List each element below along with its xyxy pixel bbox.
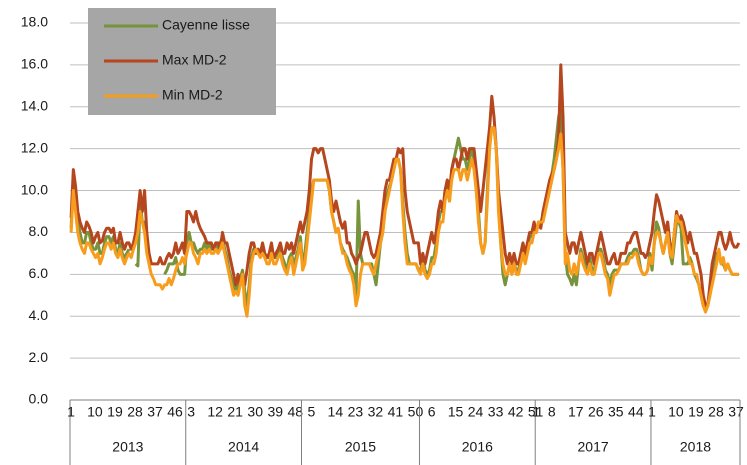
year-label: 2013 [112, 439, 143, 455]
x-tick-label: 1 [648, 404, 656, 420]
x-tick-label: 19 [688, 404, 704, 420]
year-label: 2018 [680, 439, 711, 455]
y-tick-label: 10.0 [21, 181, 48, 197]
x-tick-label: 51 [528, 404, 544, 420]
x-tick-label: 48 [287, 404, 303, 420]
x-tick-label: 15 [448, 404, 464, 420]
x-tick-label: 8 [548, 404, 556, 420]
x-tick-label: 14 [328, 404, 344, 420]
y-tick-label: 2.0 [29, 349, 49, 365]
year-label: 2015 [345, 439, 376, 455]
x-tick-label: 41 [388, 404, 404, 420]
x-tick-label: 10 [668, 404, 684, 420]
x-tick-label: 10 [87, 404, 103, 420]
x-tick-label: 32 [368, 404, 384, 420]
year-label: 2017 [578, 439, 609, 455]
x-tick-label: 30 [247, 404, 263, 420]
legend-label: Min MD-2 [162, 87, 223, 103]
x-tick-label: 1 [532, 404, 540, 420]
series-line [69, 126, 739, 318]
x-tick-label: 42 [508, 404, 524, 420]
y-tick-label: 16.0 [21, 56, 48, 72]
x-tick-label: 26 [588, 404, 604, 420]
x-tick-label: 12 [207, 404, 223, 420]
x-tick-label: 6 [428, 404, 436, 420]
x-tick-label: 21 [227, 404, 243, 420]
x-tick-label: 19 [107, 404, 123, 420]
y-tick-label: 18.0 [21, 14, 48, 30]
year-label: 2016 [462, 439, 493, 455]
x-tick-label: 23 [348, 404, 364, 420]
y-tick-label: 14.0 [21, 97, 48, 113]
y-tick-label: 0.0 [29, 391, 49, 407]
legend-label: Max MD-2 [162, 52, 227, 68]
x-tick-label: 35 [608, 404, 624, 420]
legend: Cayenne lisse Max MD-2 Min MD-2 [88, 8, 276, 115]
x-tick-label: 24 [468, 404, 484, 420]
x-tick-label: 33 [488, 404, 504, 420]
x-tick-label: 1 [67, 404, 75, 420]
x-tick-label: 46 [167, 404, 183, 420]
y-tick-label: 6.0 [29, 265, 49, 281]
y-tick-label: 8.0 [29, 223, 49, 239]
x-tick-label: 5 [308, 404, 316, 420]
x-tick-label: 44 [628, 404, 644, 420]
y-tick-label: 12.0 [21, 139, 48, 155]
year-label: 2014 [228, 439, 259, 455]
x-tick-label: 39 [267, 404, 283, 420]
y-tick-label: 4.0 [29, 307, 49, 323]
x-tick-label: 28 [708, 404, 724, 420]
series-line [69, 105, 739, 308]
series-line [69, 63, 741, 308]
x-tick-label: 37 [147, 404, 163, 420]
x-tick-label: 17 [568, 404, 584, 420]
x-tick-label: 3 [187, 404, 195, 420]
x-tick-label: 28 [127, 404, 143, 420]
x-tick-label: 50 [408, 404, 424, 420]
legend-label: Cayenne lisse [162, 17, 250, 33]
x-tick-label: 37 [728, 404, 744, 420]
